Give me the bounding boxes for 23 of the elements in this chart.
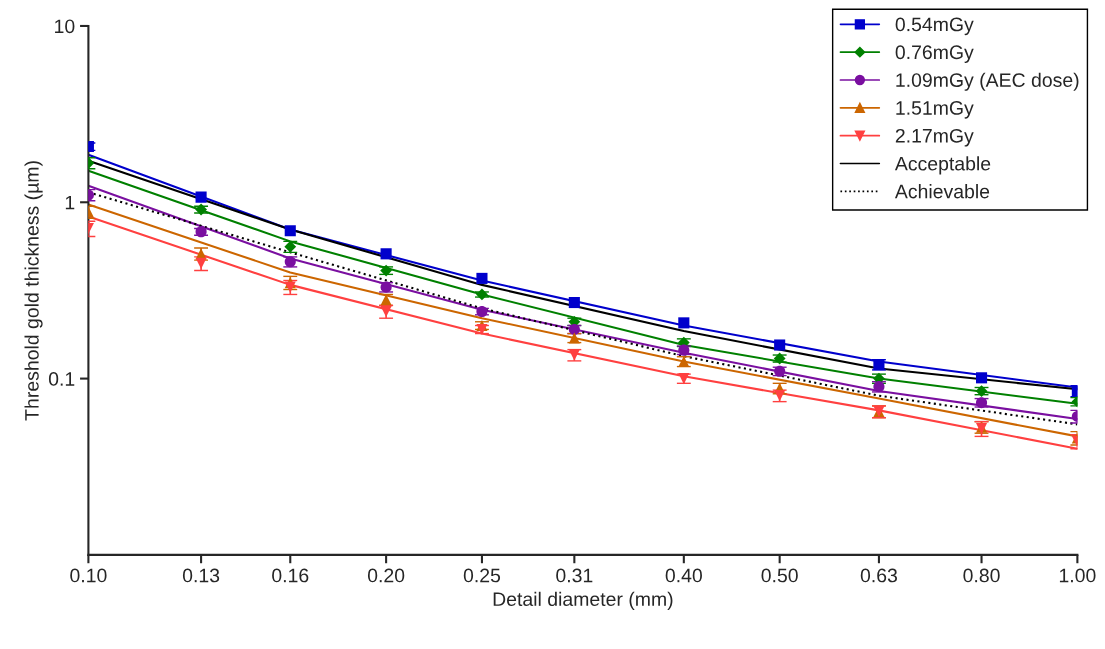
x-tick-label: 0.25 [463,568,501,583]
legend-label: 2.17mGy [895,128,974,147]
y-tick-label: 10 [55,19,75,34]
x-tick-label: 0.16 [272,568,309,583]
y-axis-title: Threshold gold thickness (µm) [24,161,43,421]
x-tick-label: 0.63 [860,568,897,583]
legend-label: Acceptable [894,156,991,175]
legend-label: 1.09mGy (AEC dose) [896,72,1079,91]
x-tick-label: 1.00 [1059,568,1096,583]
x-tick-label: 0.80 [963,568,1000,583]
y-tick-label: 0.1 [48,372,75,386]
legend-label: 1.51mGy [896,101,974,119]
legend-label: 0.76mGy [895,45,974,63]
x-tick-label: 0.40 [665,568,702,583]
x-tick-label: 0.13 [182,568,220,583]
legend-label: 0.54mGy [895,17,974,36]
legend-label: Achievable [894,184,990,199]
x-tick-label: 0.50 [761,568,798,583]
x-tick-label: 0.31 [556,568,593,583]
y-tick-label: 1 [65,195,75,210]
x-axis-title: Detail diameter (mm) [493,591,673,610]
x-tick-label: 0.10 [70,568,107,583]
x-tick-label: 0.20 [367,568,405,583]
